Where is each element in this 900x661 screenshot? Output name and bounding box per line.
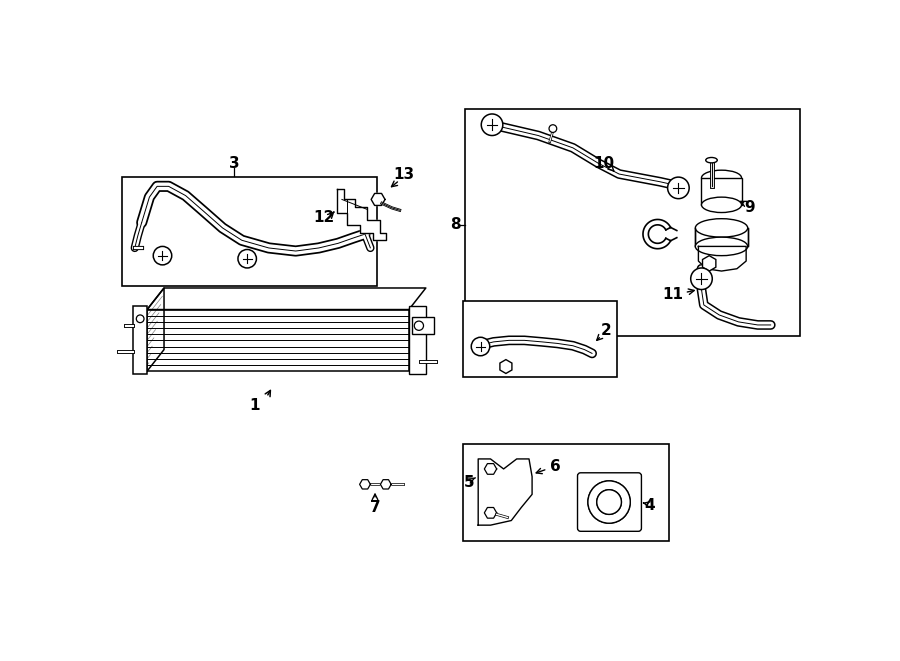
Polygon shape xyxy=(147,288,426,309)
Ellipse shape xyxy=(696,219,748,237)
Ellipse shape xyxy=(701,170,742,186)
Bar xyxy=(122,177,376,286)
Ellipse shape xyxy=(701,197,742,213)
Text: 5: 5 xyxy=(464,475,474,490)
Polygon shape xyxy=(147,309,409,371)
Ellipse shape xyxy=(588,481,630,524)
Circle shape xyxy=(414,321,424,330)
Text: 13: 13 xyxy=(393,167,414,182)
FancyBboxPatch shape xyxy=(578,473,642,531)
Polygon shape xyxy=(484,463,497,475)
Polygon shape xyxy=(147,288,164,371)
Text: 4: 4 xyxy=(644,498,655,513)
Text: 6: 6 xyxy=(550,459,561,474)
Ellipse shape xyxy=(588,481,630,524)
Circle shape xyxy=(482,114,503,136)
Text: 7: 7 xyxy=(370,500,381,515)
Polygon shape xyxy=(360,480,371,489)
Circle shape xyxy=(549,125,557,132)
Bar xyxy=(409,307,426,374)
Polygon shape xyxy=(698,247,746,271)
Bar xyxy=(133,307,147,374)
Polygon shape xyxy=(337,190,386,240)
Polygon shape xyxy=(381,480,392,489)
Circle shape xyxy=(238,249,256,268)
Text: 9: 9 xyxy=(744,200,755,215)
Bar xyxy=(463,444,669,541)
Circle shape xyxy=(136,315,144,323)
Text: 11: 11 xyxy=(662,287,683,301)
Bar xyxy=(696,228,748,247)
Polygon shape xyxy=(484,508,497,518)
Bar xyxy=(463,301,616,377)
Polygon shape xyxy=(371,194,385,206)
Circle shape xyxy=(153,247,172,265)
Text: 10: 10 xyxy=(593,156,615,171)
Circle shape xyxy=(690,268,712,290)
Text: 8: 8 xyxy=(450,217,461,233)
Text: 2: 2 xyxy=(600,323,611,338)
Circle shape xyxy=(472,337,490,356)
Ellipse shape xyxy=(597,490,621,514)
Bar xyxy=(701,178,742,205)
Ellipse shape xyxy=(696,237,748,256)
Text: 3: 3 xyxy=(229,156,239,171)
Ellipse shape xyxy=(597,490,621,514)
Text: 12: 12 xyxy=(313,210,335,225)
Polygon shape xyxy=(478,459,532,525)
Bar xyxy=(465,108,800,336)
Text: 1: 1 xyxy=(249,397,260,412)
Circle shape xyxy=(668,177,689,199)
Bar xyxy=(412,317,434,334)
Ellipse shape xyxy=(706,157,717,163)
